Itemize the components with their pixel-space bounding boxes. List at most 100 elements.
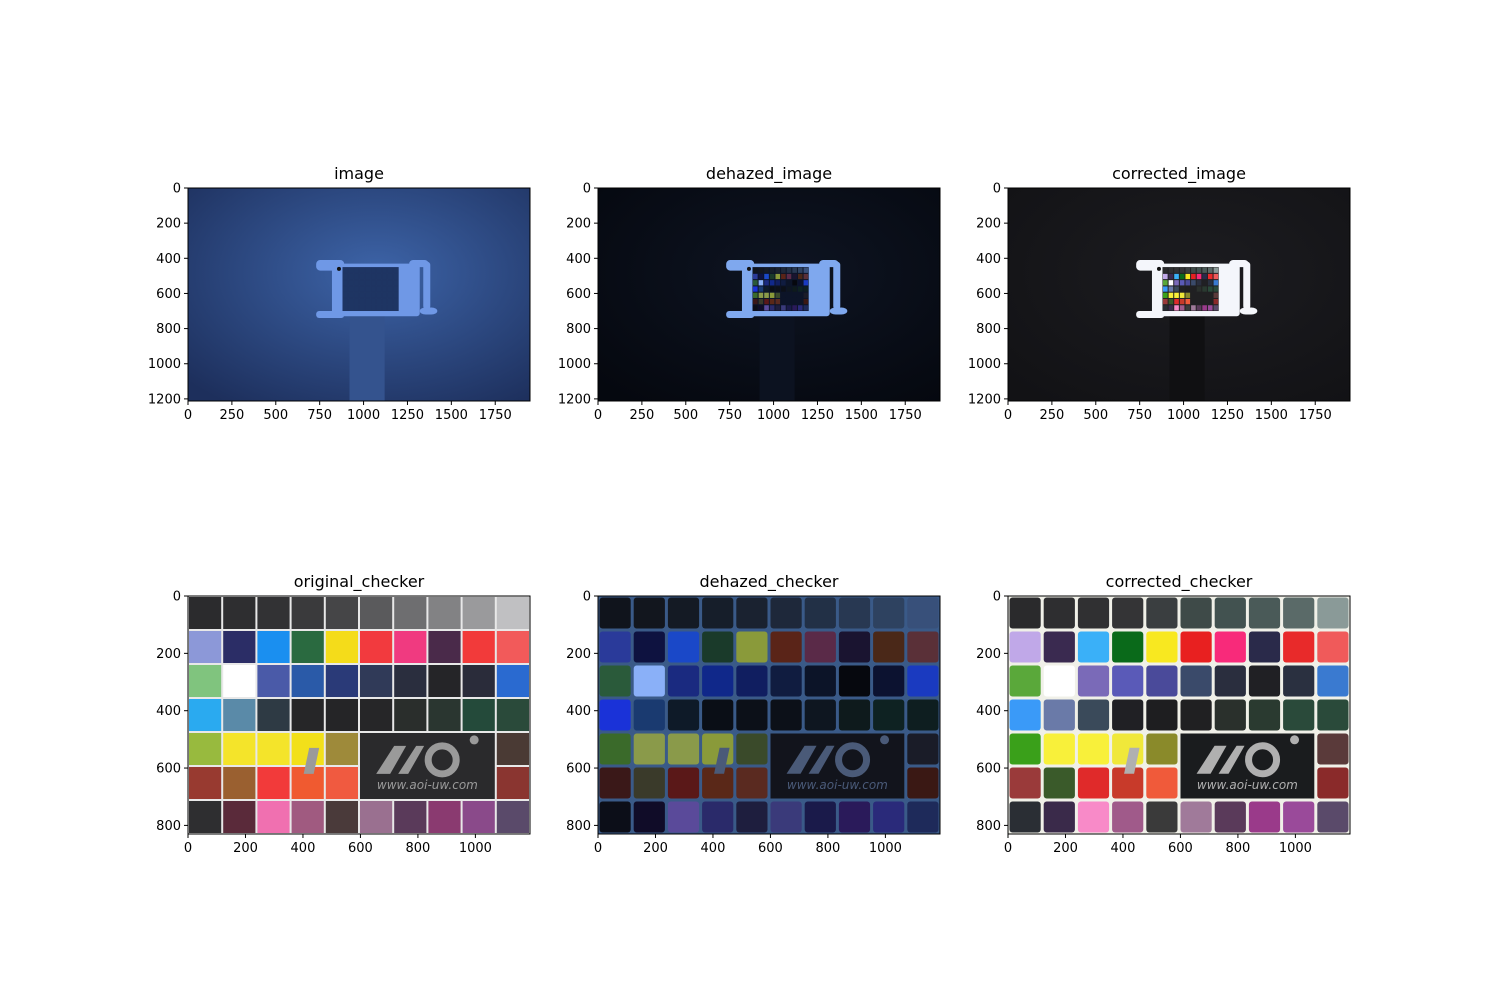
checker-patch	[1202, 286, 1207, 292]
checker-patch	[736, 631, 768, 663]
checker-patch	[1043, 733, 1075, 765]
checker-patch	[342, 292, 348, 298]
axes-frame	[187, 595, 531, 835]
checker-patch	[667, 631, 700, 663]
checker-patch	[496, 699, 529, 731]
checker-patch	[907, 631, 939, 663]
checker-patch	[907, 699, 939, 731]
checker-patch	[769, 305, 775, 311]
checker-patch	[781, 280, 786, 286]
x-tick-label: 1250	[1211, 408, 1244, 423]
checker-patch	[1009, 767, 1041, 799]
checker-patch	[1168, 267, 1174, 273]
y-tick-label: 200	[566, 647, 591, 662]
checker-patch	[667, 665, 700, 697]
checker-patch	[371, 273, 376, 280]
x-tick-label: 1000	[459, 841, 492, 856]
checker-patch	[599, 665, 631, 697]
checker-patch	[758, 305, 764, 311]
checker-patch	[758, 267, 764, 273]
checker-patch	[428, 665, 461, 697]
checker-patch	[382, 292, 387, 298]
checker-patch	[1112, 597, 1144, 629]
checker-patch	[1162, 305, 1168, 311]
checker-patch	[786, 267, 792, 273]
checker-patch	[1185, 286, 1191, 292]
checker-patch	[376, 280, 382, 286]
checker-patch	[764, 280, 769, 286]
checker-patch	[797, 286, 803, 292]
checker-patch	[1185, 305, 1191, 311]
checker-patch	[1174, 280, 1179, 286]
x-tick-label: 1500	[845, 408, 878, 423]
checker-patch	[1317, 597, 1349, 629]
checker-patch	[667, 767, 700, 799]
checker-patch	[838, 699, 871, 731]
x-tick-label: 800	[1226, 841, 1251, 856]
checker-patch	[257, 733, 290, 765]
checker-patch	[291, 699, 324, 731]
checker-patch	[1162, 280, 1168, 286]
checker-patch	[633, 733, 665, 765]
checker-patch	[1213, 273, 1219, 280]
holder-shaft	[1169, 311, 1205, 401]
checker-patch	[1162, 286, 1168, 292]
checker-patch	[907, 801, 939, 833]
checker-patch	[1185, 280, 1191, 286]
checker-patch	[1214, 801, 1246, 833]
checker-patch	[907, 767, 939, 799]
checker-patch	[873, 631, 905, 663]
checker-patch	[376, 286, 382, 292]
checker-patch	[770, 631, 802, 663]
checker-patch	[1168, 305, 1174, 311]
checker-patch	[360, 597, 393, 629]
checker-patch	[873, 699, 905, 731]
checker-patch	[873, 801, 905, 833]
checker-patch	[223, 801, 256, 833]
checker-patch	[1174, 292, 1179, 298]
panel-title: corrected_checker	[1106, 572, 1253, 592]
checker-patch	[758, 273, 764, 280]
checker-patch	[1180, 699, 1212, 731]
x-tick-label: 500	[1083, 408, 1108, 423]
checker-patch	[797, 280, 803, 286]
checker-patch	[1146, 665, 1178, 697]
checker-patch	[382, 280, 387, 286]
checker-patch	[1180, 665, 1212, 697]
checker-patch	[786, 286, 792, 292]
checker-patch	[462, 801, 495, 833]
checker-patch	[792, 286, 797, 292]
checker-patch	[1146, 767, 1178, 799]
x-tick-label: 250	[1039, 408, 1064, 423]
checker-patch	[769, 298, 775, 305]
checker-patch	[387, 305, 393, 311]
checker-patch	[873, 665, 905, 697]
checker-patch	[667, 597, 700, 629]
checker-patch	[667, 801, 700, 833]
checker-patch	[1283, 801, 1315, 833]
checker-patch	[764, 292, 769, 298]
checker-patch	[291, 801, 324, 833]
x-tick-label: 0	[594, 408, 602, 423]
checker-patch	[1213, 267, 1219, 273]
checker-patch	[907, 665, 939, 697]
checker-patch	[376, 267, 382, 273]
x-tick-label: 1750	[479, 408, 512, 423]
checker-patch	[387, 286, 393, 292]
checker-patch	[1283, 665, 1315, 697]
checker-patch	[1112, 801, 1144, 833]
checker-patch	[354, 305, 359, 311]
checker-patch	[376, 273, 382, 280]
checker-patch	[360, 699, 393, 731]
checker-patch	[781, 273, 786, 280]
checker-patch	[1180, 631, 1212, 663]
checker-patch	[764, 286, 769, 292]
checker-patch	[223, 665, 256, 697]
checker-patch	[769, 267, 775, 273]
checker-patch	[325, 699, 358, 731]
checker-patch	[371, 267, 376, 273]
checker-patch	[393, 286, 399, 292]
checker-patch	[1168, 292, 1174, 298]
checker-patch	[189, 733, 222, 765]
